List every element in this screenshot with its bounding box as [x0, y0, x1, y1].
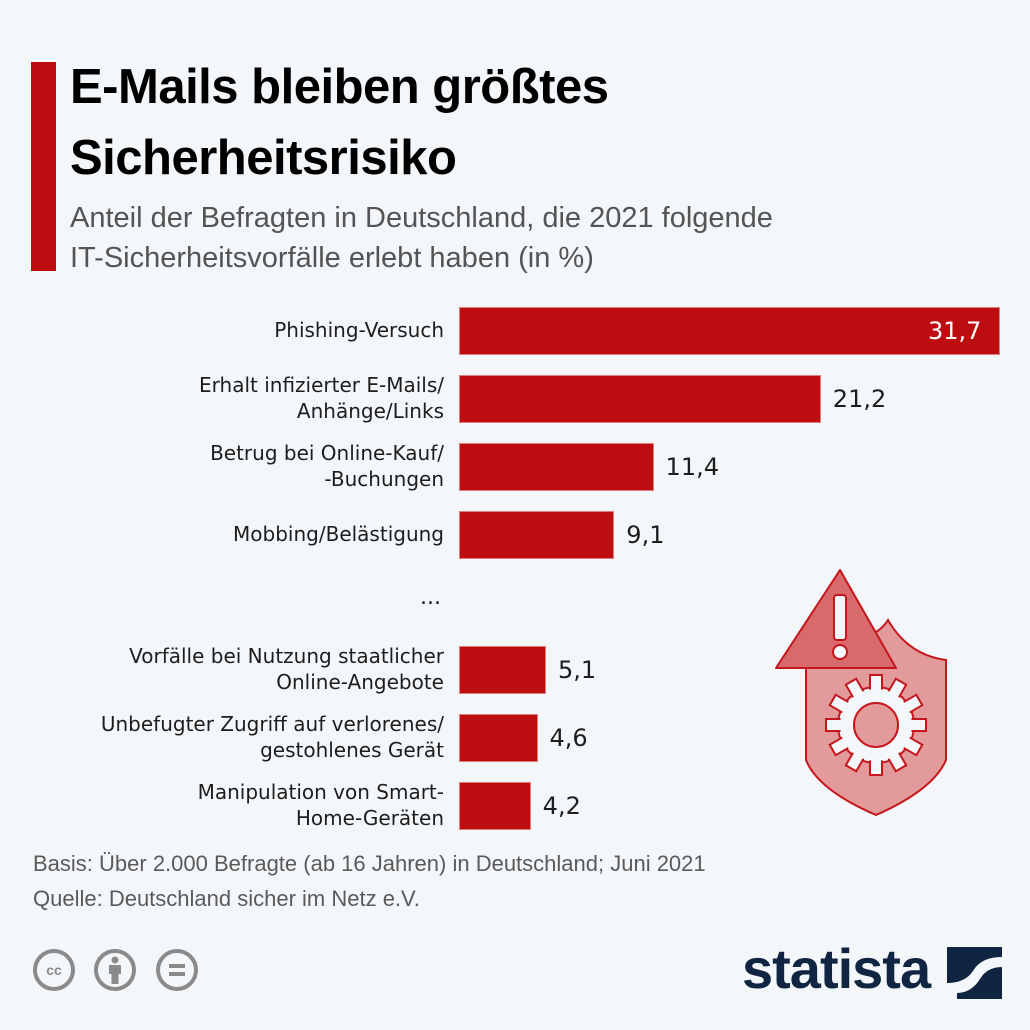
category-label-line: Phishing-Versuch	[274, 318, 444, 342]
value-label: 11,4	[665, 453, 719, 481]
attribution-icon[interactable]	[93, 948, 137, 992]
category-label: Phishing-Versuch	[4, 317, 444, 343]
category-label: Vorfälle bei Nutzung staatlicher Online-A…	[4, 643, 444, 695]
category-label: Mobbing/Belästigung	[4, 521, 444, 547]
value-label: 4,6	[549, 724, 588, 752]
category-label-line: -Buchungen	[324, 467, 444, 491]
category-label-line: Manipulation von Smart-	[197, 780, 444, 804]
title-line-2: Sicherheitsrisiko	[70, 131, 457, 185]
subtitle-line-2: IT-Sicherheitsvorfälle erlebt haben (in …	[70, 242, 594, 274]
category-label-line: Erhalt infizierter E-Mails/	[199, 373, 444, 397]
value-label: 4,2	[542, 792, 581, 820]
category-label-line: Anhänge/Links	[296, 399, 444, 423]
category-label: Unbefugter Zugriff auf verlorenes/gestoh…	[4, 711, 444, 763]
bar	[459, 375, 821, 423]
value-label: 9,1	[626, 521, 665, 549]
bar	[459, 443, 654, 491]
bar	[459, 307, 1000, 355]
category-label: Manipulation von Smart- Home-Geräten	[4, 779, 444, 831]
title-line-1: E-Mails bleiben größtes	[70, 60, 609, 114]
subtitle-line-1: Anteil der Befragten in Deutschland, die…	[70, 202, 773, 234]
category-label-line: Online-Angebote	[276, 670, 444, 694]
bar	[459, 782, 531, 830]
source-note: Quelle: Deutschland sicher im Netz e.V.	[33, 886, 420, 911]
gear-icon	[825, 674, 927, 776]
statista-logo-icon[interactable]	[947, 947, 1002, 999]
omitted-categories-ellipsis: ...	[420, 585, 441, 610]
value-label: 31,7	[928, 317, 982, 345]
category-label-line: Vorfälle bei Nutzung staatlicher	[129, 644, 444, 668]
category-label-line: Unbefugter Zugriff auf verlorenes/	[100, 712, 444, 736]
category-label-line: Betrug bei Online-Kauf/	[210, 441, 444, 465]
basis-note: Basis: Über 2.000 Befragte (ab 16 Jahren…	[33, 851, 706, 876]
statista-logo-text[interactable]: statista	[742, 937, 931, 1000]
category-label-line: Mobbing/Belästigung	[233, 522, 444, 546]
gear-tooth	[869, 674, 883, 692]
value-label: 21,2	[832, 385, 887, 413]
gear-tooth	[869, 758, 883, 776]
category-label-line: Home-Geräten	[295, 806, 444, 830]
value-label: 5,1	[558, 656, 597, 684]
warning-triangle-icon	[775, 569, 897, 669]
gear-tooth	[825, 718, 843, 732]
title-accent-bar	[31, 62, 56, 271]
bar	[459, 511, 615, 559]
category-label: Betrug bei Online-Kauf/-Buchungen	[4, 440, 444, 492]
gear-tooth	[909, 718, 927, 732]
category-label: Erhalt infizierter E-Mails/Anhänge/Links	[4, 372, 444, 424]
no-derivatives-icon[interactable]	[155, 948, 199, 992]
cc-icon[interactable]: cc	[32, 948, 76, 992]
chart-subtitle: Anteil der Befragten in Deutschland, die…	[70, 198, 970, 278]
chart-title: E-Mails bleiben größtes Sicherheitsrisik…	[70, 52, 609, 194]
category-label-line: gestohlenes Gerät	[260, 738, 444, 762]
security-warning-illustration	[775, 569, 947, 817]
svg-text:cc: cc	[46, 962, 62, 978]
bar	[459, 646, 547, 694]
bar	[459, 714, 538, 762]
